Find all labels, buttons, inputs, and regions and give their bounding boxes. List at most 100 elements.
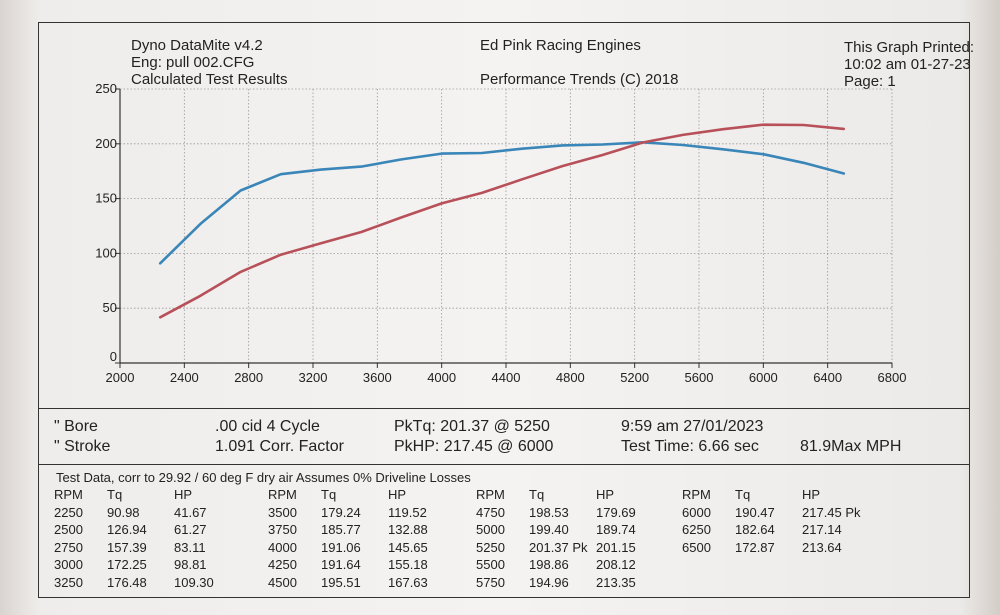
table-cell: 217.45 Pk — [802, 504, 861, 520]
chart-axes: 2000 2400 2800 3200 3600 4000 4400 4800 5200 5600… — [95, 81, 906, 385]
table-cell: 213.64 — [802, 539, 842, 555]
x-tick-label: 5600 — [685, 370, 714, 385]
results-title: Calculated Test Results — [131, 71, 288, 88]
table-cell: 194.96 — [529, 574, 569, 590]
table-cell: 41.67 — [174, 504, 207, 520]
table-cell: 2750 — [54, 539, 83, 555]
summary-panel: " Bore " Stroke .00 cid 4 Cycle 1.091 Co… — [38, 408, 970, 464]
table-cell: 2500 — [54, 522, 83, 537]
company-name: Ed Pink Racing Engines — [480, 37, 641, 54]
y-tick-label: 50 — [103, 300, 117, 315]
peak-torque: PkTq: 201.37 @ 5250 — [394, 418, 550, 435]
series-line-hp — [158, 123, 846, 319]
test-data-title: Test Data, corr to 29.92 / 60 deg F dry … — [56, 470, 471, 485]
x-tick-label: 6400 — [813, 370, 842, 385]
cid-value: .00 cid 4 Cycle — [215, 418, 320, 435]
x-tick-label: 6800 — [878, 370, 907, 385]
peak-hp: PkHP: 217.45 @ 6000 — [394, 438, 554, 455]
copyright: Performance Trends (C) 2018 — [480, 71, 679, 88]
table-cell: 195.51 — [321, 574, 361, 590]
table-cell: 3500 — [268, 504, 297, 520]
x-tick-label: 4000 — [427, 370, 456, 385]
x-tick-label: 4800 — [556, 370, 585, 385]
table-cell: 190.47 — [735, 504, 775, 520]
table-cell: 167.63 — [388, 574, 428, 590]
page-number: Page: 1 — [844, 73, 896, 90]
table-cell: 201.15 — [596, 539, 636, 555]
printed-label: This Graph Printed: — [844, 39, 975, 56]
table-cell: 176.48 — [107, 574, 147, 590]
max-mph: 81.9Max MPH — [800, 438, 902, 455]
column-header: Tq — [321, 487, 337, 502]
table-cell: 201.37 Pk — [529, 539, 588, 555]
table-cell: 213.35 — [596, 574, 636, 590]
table-cell: 6000 — [682, 504, 711, 520]
column-header: HP — [174, 487, 193, 502]
x-tick-label: 4400 — [492, 370, 521, 385]
table-cell: 199.40 — [529, 522, 569, 537]
printed-time: 10:02 am 01-27-23 — [844, 56, 971, 73]
dyno-chart: 2000 2400 2800 3200 3600 4000 4400 4800 5200 5600… — [95, 81, 906, 385]
table-cell: 185.77 — [321, 522, 361, 537]
column-header: Tq — [529, 487, 545, 502]
stroke-label: " Stroke — [54, 438, 111, 455]
table-cell: 145.65 — [388, 539, 428, 555]
column-header: RPM — [268, 487, 297, 502]
table-cell: 5500 — [476, 557, 505, 572]
x-tick-label: 2000 — [106, 370, 135, 385]
table-cell: 172.25 — [107, 557, 147, 572]
table-cell: 198.86 — [529, 557, 569, 572]
table-cell: 189.74 — [596, 522, 636, 537]
table-cell: 4750 — [476, 504, 505, 520]
table-cell: 3000 — [54, 557, 83, 572]
table-cell: 5250 — [476, 539, 505, 555]
column-header: Tq — [735, 487, 751, 502]
column-header: HP — [596, 487, 615, 502]
y-tick-label: 0 — [110, 349, 117, 364]
table-cell: 157.39 — [107, 539, 147, 555]
x-tick-label: 2400 — [170, 370, 199, 385]
table-cell: 109.30 — [174, 574, 214, 590]
table-cell: 6250 — [682, 522, 711, 537]
column-header: HP — [802, 487, 821, 502]
column-header: RPM — [682, 487, 711, 502]
table-cell: 172.87 — [735, 539, 775, 555]
chart-series — [158, 123, 846, 319]
table-cell: 132.88 — [388, 522, 428, 537]
table-cell: 191.64 — [321, 557, 361, 572]
corr-factor: 1.091 Corr. Factor — [215, 438, 344, 455]
header-center: Ed Pink Racing Engines Performance Trend… — [480, 37, 678, 88]
table-cell: 2250 — [54, 504, 83, 520]
table-cell: 4500 — [268, 574, 297, 590]
table-cell: 208.12 — [596, 557, 636, 572]
y-tick-label: 200 — [95, 136, 117, 151]
table-cell: 126.94 — [107, 522, 147, 537]
column-header: RPM — [54, 487, 83, 502]
table-cell: 4000 — [268, 539, 297, 555]
header-left: Dyno DataMite v4.2 Eng: pull 002.CFG Cal… — [131, 37, 287, 88]
x-tick-label: 3600 — [363, 370, 392, 385]
table-cell: 6500 — [682, 539, 711, 555]
bore-label: " Bore — [54, 418, 98, 435]
chart-grid — [120, 88, 893, 363]
test-datetime: 9:59 am 27/01/2023 — [621, 418, 764, 435]
table-cell: 119.52 — [388, 504, 427, 520]
table-cell: 155.18 — [388, 557, 428, 572]
column-header: RPM — [476, 487, 505, 502]
y-tick-label: 150 — [95, 191, 117, 206]
y-tick-label: 100 — [95, 245, 117, 260]
column-header: Tq — [107, 487, 123, 502]
table-cell: 83.11 — [174, 539, 206, 555]
table-cell: 61.27 — [174, 522, 207, 537]
table-cell: 90.98 — [107, 504, 140, 520]
table-cell: 179.69 — [596, 504, 636, 520]
column-header: HP — [388, 487, 407, 502]
table-cell: 179.24 — [321, 504, 361, 520]
table-cell: 4250 — [268, 557, 297, 572]
report-frame — [38, 22, 970, 598]
table-cell: 191.06 — [321, 539, 361, 555]
table-cell: 3750 — [268, 522, 297, 537]
header-right: This Graph Printed: 10:02 am 01-27-23 Pa… — [844, 39, 974, 90]
series-line-tq — [158, 141, 846, 265]
